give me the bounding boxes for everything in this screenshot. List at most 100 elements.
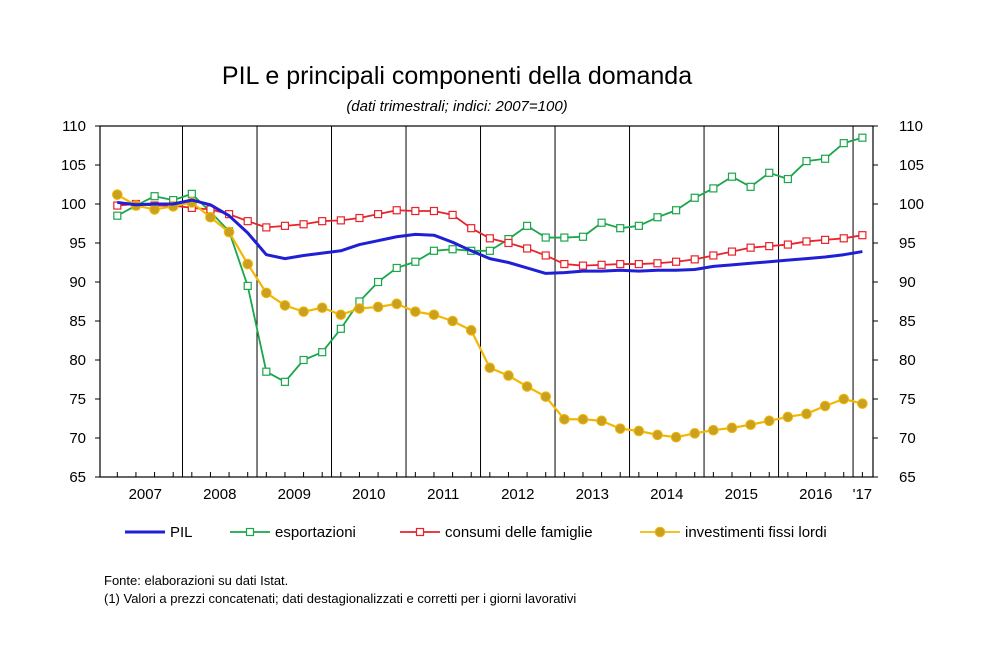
data-point-esportazioni bbox=[634, 221, 643, 230]
data-point-esportazioni bbox=[672, 206, 681, 215]
data-point-investimenti bbox=[223, 226, 235, 238]
series-investimenti bbox=[112, 189, 868, 443]
data-point-esportazioni bbox=[262, 367, 271, 376]
data-point-investimenti bbox=[335, 309, 347, 321]
data-point-investimenti bbox=[261, 287, 272, 299]
data-point-consumi bbox=[746, 243, 755, 252]
y-tick-label-right: 105 bbox=[899, 157, 924, 174]
data-point-esportazioni bbox=[485, 246, 494, 255]
data-point-consumi bbox=[821, 235, 830, 244]
y-tick-label-right: 100 bbox=[899, 196, 924, 213]
legend-label-consumi: consumi delle famiglie bbox=[445, 524, 593, 541]
data-point-esportazioni bbox=[690, 193, 699, 202]
data-point-investimenti bbox=[689, 428, 701, 439]
data-point-consumi bbox=[653, 259, 662, 268]
data-point-consumi bbox=[616, 259, 625, 269]
data-point-consumi bbox=[690, 255, 699, 264]
data-point-consumi bbox=[765, 242, 774, 251]
data-point-consumi bbox=[355, 213, 364, 223]
data-point-investimenti bbox=[354, 303, 365, 314]
y-tick-label-right: 65 bbox=[899, 469, 916, 486]
data-point-esportazioni bbox=[187, 189, 196, 198]
data-point-investimenti bbox=[670, 431, 682, 443]
data-point-investimenti bbox=[521, 381, 533, 392]
plot-frame bbox=[99, 125, 874, 478]
data-point-investimenti bbox=[298, 306, 309, 317]
data-point-investimenti bbox=[149, 204, 160, 215]
y-tick-label-right: 85 bbox=[899, 313, 916, 330]
data-point-consumi bbox=[448, 210, 457, 220]
data-point-investimenti bbox=[279, 300, 291, 311]
x-tick-label: 2016 bbox=[799, 486, 832, 503]
data-point-consumi bbox=[858, 231, 867, 240]
methodology-note: (1) Valori a prezzi concatenati; dati de… bbox=[104, 591, 577, 606]
data-point-consumi bbox=[373, 210, 383, 219]
y-tick-label-left: 65 bbox=[69, 469, 86, 486]
x-tick-label: 2011 bbox=[427, 486, 459, 503]
x-tick-label: 2008 bbox=[203, 486, 236, 503]
data-point-consumi bbox=[299, 220, 308, 229]
data-point-esportazioni bbox=[802, 157, 811, 166]
data-point-investimenti bbox=[745, 419, 756, 431]
data-point-investimenti bbox=[652, 429, 663, 441]
y-axis-right: 65 70 75 80 85 90 95 100 105 110 bbox=[873, 118, 924, 486]
data-point-investimenti bbox=[112, 189, 123, 200]
data-point-consumi bbox=[280, 221, 290, 230]
data-point-investimenti bbox=[503, 370, 514, 381]
data-point-consumi bbox=[783, 240, 792, 249]
data-point-investimenti bbox=[428, 309, 440, 321]
data-point-investimenti bbox=[801, 408, 812, 420]
data-point-consumi bbox=[597, 260, 606, 269]
legend-label-investimenti: investimenti fissi lordi bbox=[685, 524, 827, 541]
data-point-investimenti bbox=[763, 415, 775, 427]
data-point-esportazioni bbox=[318, 348, 327, 357]
data-point-investimenti bbox=[726, 422, 738, 434]
series-line-pil bbox=[117, 198, 863, 275]
data-point-esportazioni bbox=[522, 221, 532, 230]
data-point-esportazioni bbox=[411, 257, 420, 266]
data-point-investimenti bbox=[391, 298, 403, 310]
data-point-esportazioni bbox=[280, 377, 290, 386]
data-point-investimenti bbox=[205, 211, 216, 223]
x-tick-label: 2015 bbox=[725, 486, 758, 503]
x-tick-label: 2007 bbox=[129, 486, 162, 503]
line-chart: 65 70 75 80 85 90 95 100 105 110 65 70 75 80 85 90 95 10… bbox=[61, 118, 924, 541]
x-axis: 2007 2008 2009 2010 2011 2012 2013 2014 2015 2016… bbox=[116, 472, 873, 503]
legend-marker-investimenti bbox=[654, 526, 666, 538]
x-tick-label: 2013 bbox=[576, 486, 609, 503]
data-point-investimenti bbox=[316, 302, 328, 314]
data-point-esportazioni bbox=[429, 246, 439, 255]
data-point-consumi bbox=[429, 206, 439, 216]
y-tick-label-left: 95 bbox=[69, 235, 86, 252]
data-point-consumi bbox=[504, 238, 513, 248]
source-note: Fonte: elaborazioni su dati Istat. bbox=[104, 573, 289, 588]
data-point-consumi bbox=[541, 251, 550, 260]
data-point-investimenti bbox=[242, 258, 253, 270]
legend-label-esportazioni: esportazioni bbox=[275, 524, 356, 541]
data-point-investimenti bbox=[596, 415, 607, 427]
y-tick-label-right: 95 bbox=[899, 235, 916, 252]
x-tick-label: '17 bbox=[853, 486, 873, 503]
data-point-consumi bbox=[243, 217, 252, 226]
legend-item-consumi: consumi delle famiglie bbox=[400, 524, 593, 541]
data-point-consumi bbox=[727, 247, 737, 256]
data-point-esportazioni bbox=[597, 218, 606, 227]
y-tick-label-left: 75 bbox=[69, 391, 86, 408]
x-tick-label: 2012 bbox=[501, 486, 534, 503]
data-point-investimenti bbox=[857, 398, 868, 409]
y-tick-label-right: 75 bbox=[899, 391, 916, 408]
data-point-esportazioni bbox=[336, 324, 345, 333]
data-point-esportazioni bbox=[150, 192, 159, 201]
data-point-esportazioni bbox=[746, 182, 755, 191]
data-point-consumi bbox=[485, 234, 494, 243]
data-point-investimenti bbox=[819, 400, 831, 412]
y-tick-label-left: 90 bbox=[69, 274, 86, 291]
legend-marker-esportazioni bbox=[245, 527, 255, 537]
chart-title: PIL e principali componenti della domand… bbox=[221, 62, 693, 90]
data-point-esportazioni bbox=[448, 245, 457, 254]
data-point-esportazioni bbox=[616, 224, 625, 233]
data-point-esportazioni bbox=[541, 233, 550, 242]
data-point-consumi bbox=[560, 259, 569, 269]
data-point-esportazioni bbox=[560, 233, 569, 242]
data-point-investimenti bbox=[410, 306, 421, 317]
